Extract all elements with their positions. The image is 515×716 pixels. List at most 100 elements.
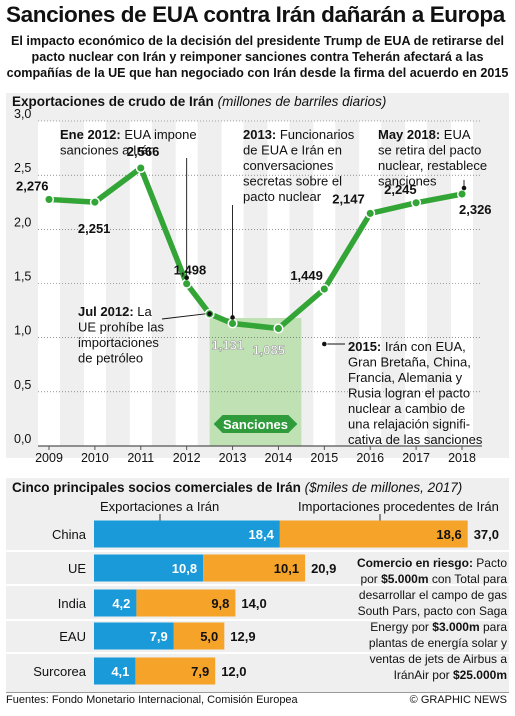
imports-bar bbox=[203, 554, 306, 582]
imports-value-label: 7,9 bbox=[191, 664, 209, 679]
annotation-date: 2013: bbox=[243, 127, 276, 142]
y-tick-label: 1,0 bbox=[14, 324, 31, 338]
oil-chart-title: Exportaciones de crudo de Irán (millones… bbox=[12, 94, 386, 109]
brand-credit: © GRAPHIC NEWS bbox=[409, 694, 507, 706]
annotation-text: May 2018: EUA bbox=[378, 127, 471, 142]
risk-note-heading: Comercio en riesgo: bbox=[356, 556, 473, 570]
annotation-text: 2013: Funcionarios bbox=[243, 127, 355, 142]
exports-data-label: 1,498 bbox=[174, 263, 207, 278]
annotation-date: 2015: bbox=[348, 339, 381, 354]
footer-divider bbox=[6, 692, 509, 693]
exports-data-point bbox=[89, 197, 100, 208]
y-tick-label: 3,0 bbox=[14, 107, 31, 121]
exports-data-label: 2,147 bbox=[332, 191, 365, 206]
oil-exports-chart: Sanciones 0,0 0,5 1,0 1,5 2,0 2,5 3,0 2009 2010 20… bbox=[14, 107, 492, 465]
y-tick-label: 2,5 bbox=[14, 161, 31, 175]
x-tick-label: 2009 bbox=[35, 451, 63, 465]
imports-value-label: 10,1 bbox=[274, 561, 299, 576]
annotation-text: sanciones a Irán bbox=[60, 143, 155, 158]
annotation-text: 2015: Irán con EUA, bbox=[348, 339, 466, 354]
partner-label: UE bbox=[68, 561, 86, 576]
annotation-body: La bbox=[134, 304, 153, 319]
x-tick-label: 2015 bbox=[310, 451, 338, 465]
page-subtitle: El impacto económico de la decisión del … bbox=[6, 34, 509, 80]
exports-value-label: 7,9 bbox=[150, 629, 168, 644]
annotation-text: importaciones bbox=[78, 335, 159, 350]
annotation-text: una relajación signifi- bbox=[348, 417, 470, 432]
annotation-text: pacto nuclear bbox=[243, 189, 322, 204]
page-title: Sanciones de EUA contra Irán dañarán a E… bbox=[6, 2, 505, 27]
annotation-text: de EUA e Irán en bbox=[243, 143, 342, 158]
y-tick-label: 0,0 bbox=[14, 432, 31, 446]
risk-note-line: por $5.000m con Total para bbox=[360, 572, 507, 586]
exports-data-point bbox=[365, 208, 376, 219]
y-tick-label: 0,5 bbox=[14, 378, 31, 392]
exports-data-point bbox=[135, 162, 146, 174]
annotation-body: Irán con EUA, bbox=[381, 339, 466, 354]
total-value-label: 20,9 bbox=[311, 561, 336, 576]
annotation-text: conversaciones bbox=[243, 158, 334, 173]
exports-data-label: 2,566 bbox=[127, 144, 160, 159]
imports-value-label: 5,0 bbox=[200, 629, 218, 644]
imports-value-label: 18,6 bbox=[436, 527, 461, 542]
x-tick-label: 2013 bbox=[219, 451, 247, 465]
total-value-label: 14,0 bbox=[241, 596, 266, 611]
imports-bar bbox=[173, 622, 225, 650]
exports-bar bbox=[94, 589, 137, 617]
exports-data-point bbox=[319, 283, 330, 295]
partner-label: Surcorea bbox=[33, 664, 87, 679]
annotation-body: EUA impone bbox=[121, 127, 197, 142]
sources-note: Fuentes: Fondo Monetario Internacional, … bbox=[6, 694, 298, 706]
total-value-label: 12,9 bbox=[230, 629, 255, 644]
exports-data-label: 1,449 bbox=[290, 268, 323, 283]
trade-chart-units: ($miles de millones, 2017) bbox=[304, 480, 463, 495]
year-column bbox=[313, 121, 336, 446]
x-tick-label: 2018 bbox=[448, 451, 476, 465]
risk-note-line: IránAir por $25.000m bbox=[393, 668, 507, 682]
risk-note-line: Energy por $3.000m para bbox=[370, 620, 507, 634]
annotation-date: May 2018: bbox=[378, 127, 440, 142]
trade-partners-chart: Exportaciones a Irán Importaciones proced… bbox=[6, 499, 509, 685]
exports-data-point bbox=[411, 197, 422, 208]
trade-chart-title: Cinco principales socios comerciales de … bbox=[12, 480, 462, 495]
exports-data-label: 1,131 bbox=[212, 337, 245, 352]
annotation-dot bbox=[230, 315, 235, 320]
exports-data-point bbox=[456, 188, 468, 200]
x-tick-label: 2011 bbox=[127, 451, 154, 465]
annotation-text: sanciones bbox=[378, 174, 437, 189]
annotation-text: Ene 2012: EUA impone bbox=[60, 127, 197, 142]
sanctions-label: Sanciones bbox=[223, 417, 288, 432]
exports-value-label: 4,2 bbox=[112, 596, 130, 611]
annotation-text: Rusia logran el pacto bbox=[348, 386, 470, 401]
annotation-body: Funcionarios bbox=[276, 127, 355, 142]
risk-note-amount: $3.000m bbox=[432, 620, 480, 634]
risk-note-line: Comercio en riesgo: Pacto bbox=[356, 556, 507, 570]
exports-bar bbox=[94, 622, 174, 650]
x-tick-label: 2012 bbox=[173, 451, 201, 465]
exports-data-label: 2,326 bbox=[459, 202, 492, 217]
risk-note-line: plantas de energía solar y bbox=[368, 636, 507, 650]
risk-note-line: ventas de jets de Airbus a bbox=[369, 652, 507, 666]
y-tick-label: 2,0 bbox=[14, 215, 31, 229]
annotation-text: UE prohíbe las bbox=[78, 320, 164, 335]
oil-chart-units: (millones de barriles diarios) bbox=[217, 94, 387, 109]
exports-data-point bbox=[273, 323, 284, 334]
annotation-text: se retira del pacto bbox=[378, 143, 481, 158]
exports-data-label: 2,251 bbox=[78, 221, 111, 236]
risk-note-amount: $5.000m bbox=[381, 572, 429, 586]
imports-bar bbox=[135, 657, 216, 685]
exports-data-label: 1,085 bbox=[252, 342, 285, 357]
annotation-text: Francia, Alemania y bbox=[348, 370, 463, 385]
annotation-text: nuclear a cambio de bbox=[348, 401, 465, 416]
annotation-text: cativa de las sanciones bbox=[348, 432, 483, 447]
oil-chart-title-text: Exportaciones de crudo de Irán bbox=[12, 94, 214, 109]
risk-note-line: South Pars, pacto con Saga bbox=[357, 604, 507, 618]
exports-bar bbox=[94, 520, 280, 548]
exports-value-label: 4,1 bbox=[111, 664, 129, 679]
trade-at-risk-note: Comercio en riesgo: Pacto por $5.000m con… bbox=[337, 555, 507, 683]
y-tick-label: 1,5 bbox=[14, 270, 31, 284]
annotation-text: nuclear, restablece bbox=[378, 158, 487, 173]
year-column bbox=[359, 121, 382, 446]
total-value-label: 37,0 bbox=[474, 527, 499, 542]
annotation-dot bbox=[184, 275, 189, 281]
